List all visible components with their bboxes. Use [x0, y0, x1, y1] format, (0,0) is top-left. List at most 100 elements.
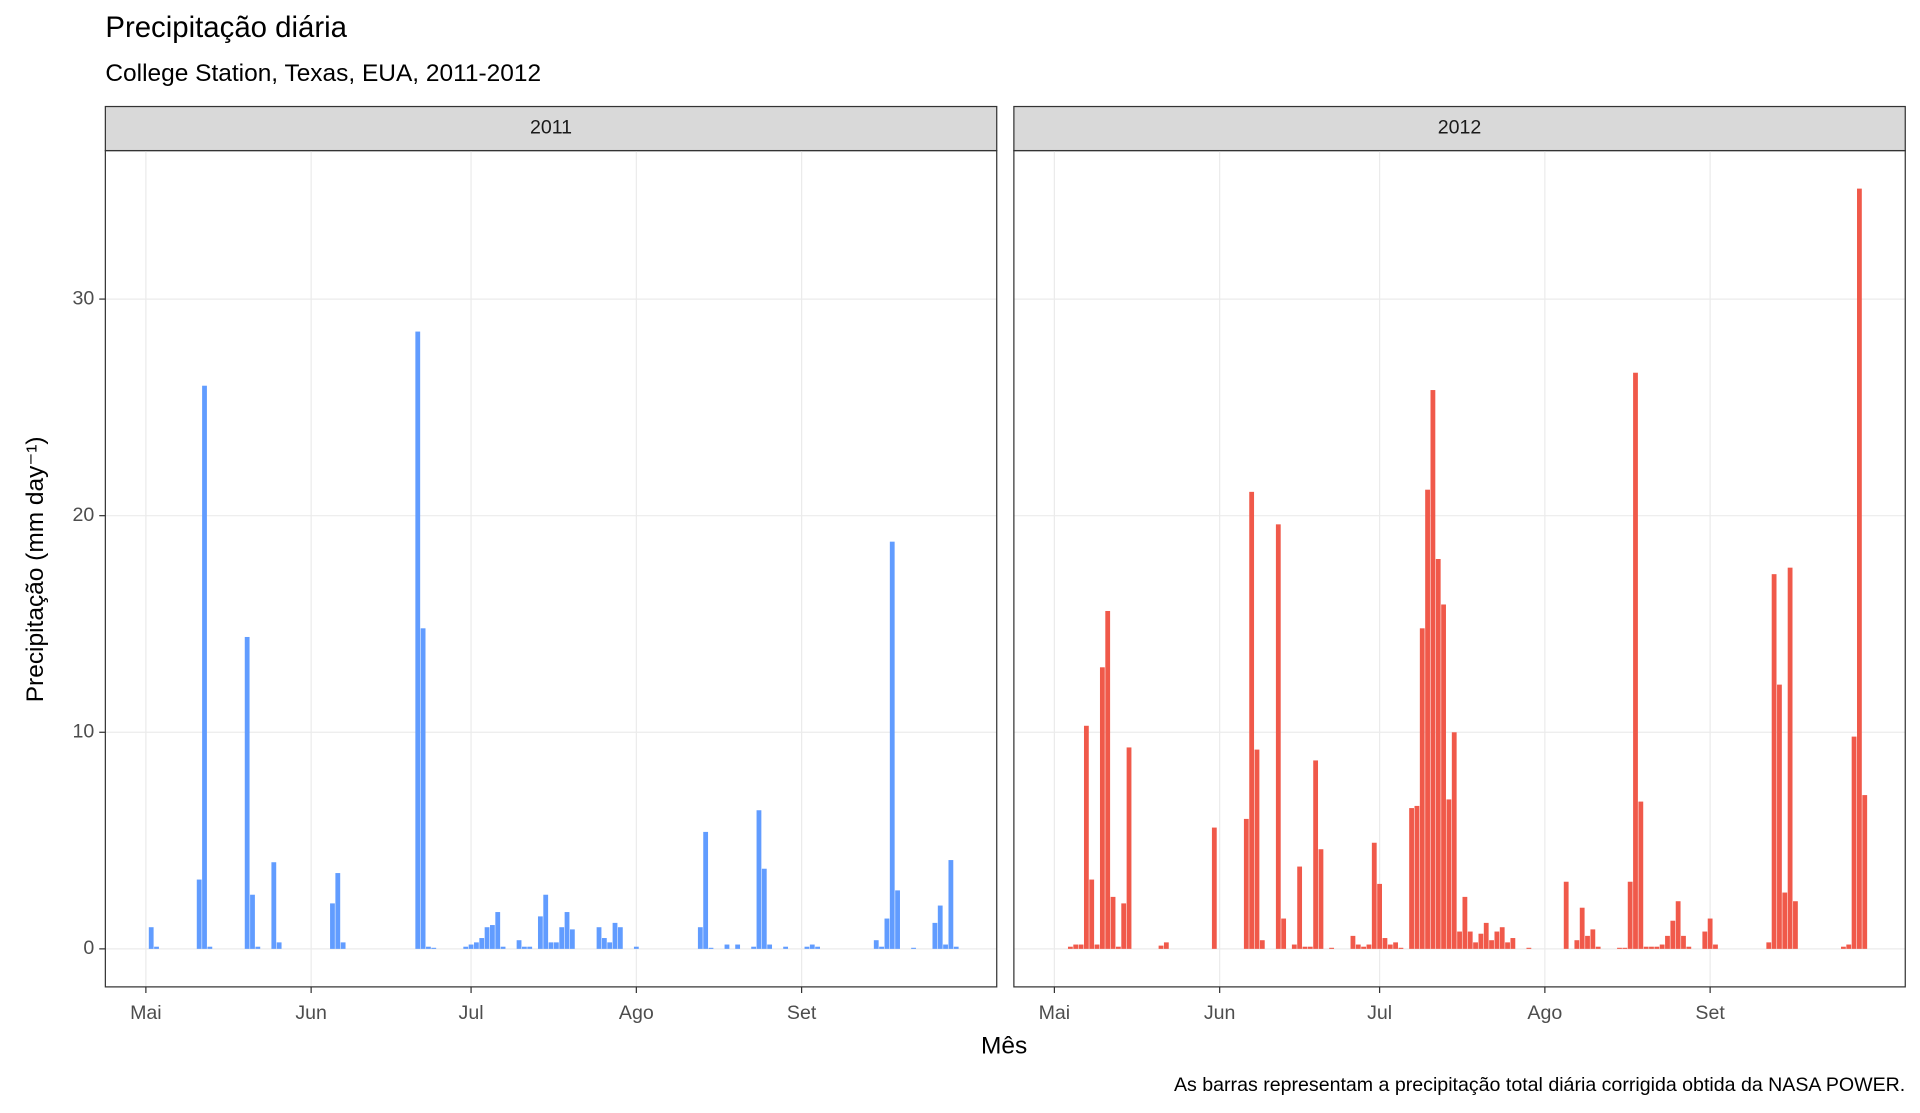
bar — [1393, 942, 1398, 949]
bar — [1702, 931, 1708, 949]
bar — [1617, 947, 1622, 949]
x-tick-label: Jun — [1204, 1002, 1236, 1024]
y-tick-label: 10 — [73, 720, 95, 742]
bar — [1067, 946, 1073, 949]
bar — [1297, 866, 1303, 949]
bar — [479, 938, 485, 949]
bar — [889, 541, 895, 949]
x-tick-label: Set — [1695, 1002, 1725, 1024]
bar — [932, 922, 938, 949]
bar — [1457, 931, 1462, 949]
bar — [633, 946, 639, 949]
bar — [1361, 946, 1367, 949]
bar — [767, 944, 773, 949]
bar — [735, 944, 741, 949]
bar — [1313, 760, 1319, 949]
bar — [1158, 945, 1164, 949]
bar — [1398, 947, 1404, 949]
bar — [1579, 907, 1585, 949]
bar — [1083, 725, 1089, 949]
bar — [1377, 883, 1382, 949]
bar — [1307, 946, 1313, 949]
bar — [1659, 944, 1665, 949]
bar — [1249, 491, 1255, 949]
bar — [1371, 842, 1377, 949]
bar — [1291, 944, 1297, 949]
bar — [1387, 944, 1393, 949]
bar — [948, 860, 954, 949]
y-axis-label: Precipitação (mm day⁻¹) — [22, 436, 49, 702]
bar — [1451, 732, 1457, 949]
bar — [1846, 944, 1852, 949]
bar — [1766, 942, 1772, 949]
bar — [1446, 799, 1452, 949]
bar — [1430, 390, 1436, 949]
bar — [154, 946, 159, 949]
bar — [1121, 903, 1127, 949]
bar — [1105, 610, 1111, 949]
chart-subtitle: College Station, Texas, EUA, 2011-2012 — [105, 60, 541, 87]
panel-background — [1013, 150, 1906, 987]
bar — [1654, 946, 1660, 949]
bar — [1494, 931, 1500, 949]
facet-label: 2011 — [530, 117, 572, 139]
bar — [1510, 938, 1516, 949]
bar — [276, 942, 282, 949]
bar — [756, 810, 762, 949]
x-tick-label: Jul — [459, 1002, 484, 1024]
bar — [1777, 684, 1782, 949]
bar — [1275, 524, 1281, 949]
bar — [1478, 933, 1484, 949]
bar — [1425, 489, 1430, 949]
panel-border — [1013, 149, 1906, 988]
bar — [724, 944, 730, 949]
bar — [490, 925, 495, 949]
bar — [1489, 940, 1494, 949]
caption: As barras representam a precipitação tot… — [1174, 1074, 1905, 1096]
bar — [1563, 881, 1569, 949]
bar — [255, 946, 261, 949]
bar — [148, 927, 154, 949]
bar — [1094, 944, 1100, 949]
bar — [1526, 947, 1532, 949]
bar — [1782, 892, 1788, 949]
bar — [1473, 942, 1478, 949]
bar — [250, 894, 255, 949]
bar — [1643, 946, 1649, 949]
bar — [1771, 574, 1777, 949]
bar — [1585, 935, 1590, 949]
bar — [484, 927, 490, 949]
bar — [1590, 929, 1596, 949]
bar — [1462, 896, 1468, 949]
bar — [1681, 935, 1686, 949]
bar — [1414, 805, 1420, 949]
bar — [1857, 188, 1862, 949]
bar — [1302, 946, 1308, 949]
bar — [783, 946, 789, 949]
bar — [937, 905, 943, 949]
bar — [1382, 938, 1388, 949]
bar — [244, 636, 250, 949]
bar — [607, 942, 613, 949]
bar — [500, 946, 506, 949]
bar — [751, 946, 757, 949]
bar — [697, 927, 703, 949]
facet-strip — [1013, 105, 1906, 152]
bar — [601, 938, 607, 949]
bar — [809, 944, 815, 949]
x-tick-label: Ago — [619, 1002, 654, 1024]
bar — [527, 946, 533, 949]
bar — [553, 942, 559, 949]
bar — [1350, 935, 1356, 949]
bar — [330, 903, 335, 949]
bar — [1409, 808, 1414, 949]
bar — [879, 946, 884, 949]
bar — [1163, 942, 1169, 949]
bar — [1499, 927, 1505, 949]
bar — [612, 922, 618, 949]
bar — [1707, 918, 1713, 949]
bars — [148, 331, 959, 949]
chart-title: Precipitação diária — [105, 11, 347, 44]
bar — [468, 944, 474, 949]
